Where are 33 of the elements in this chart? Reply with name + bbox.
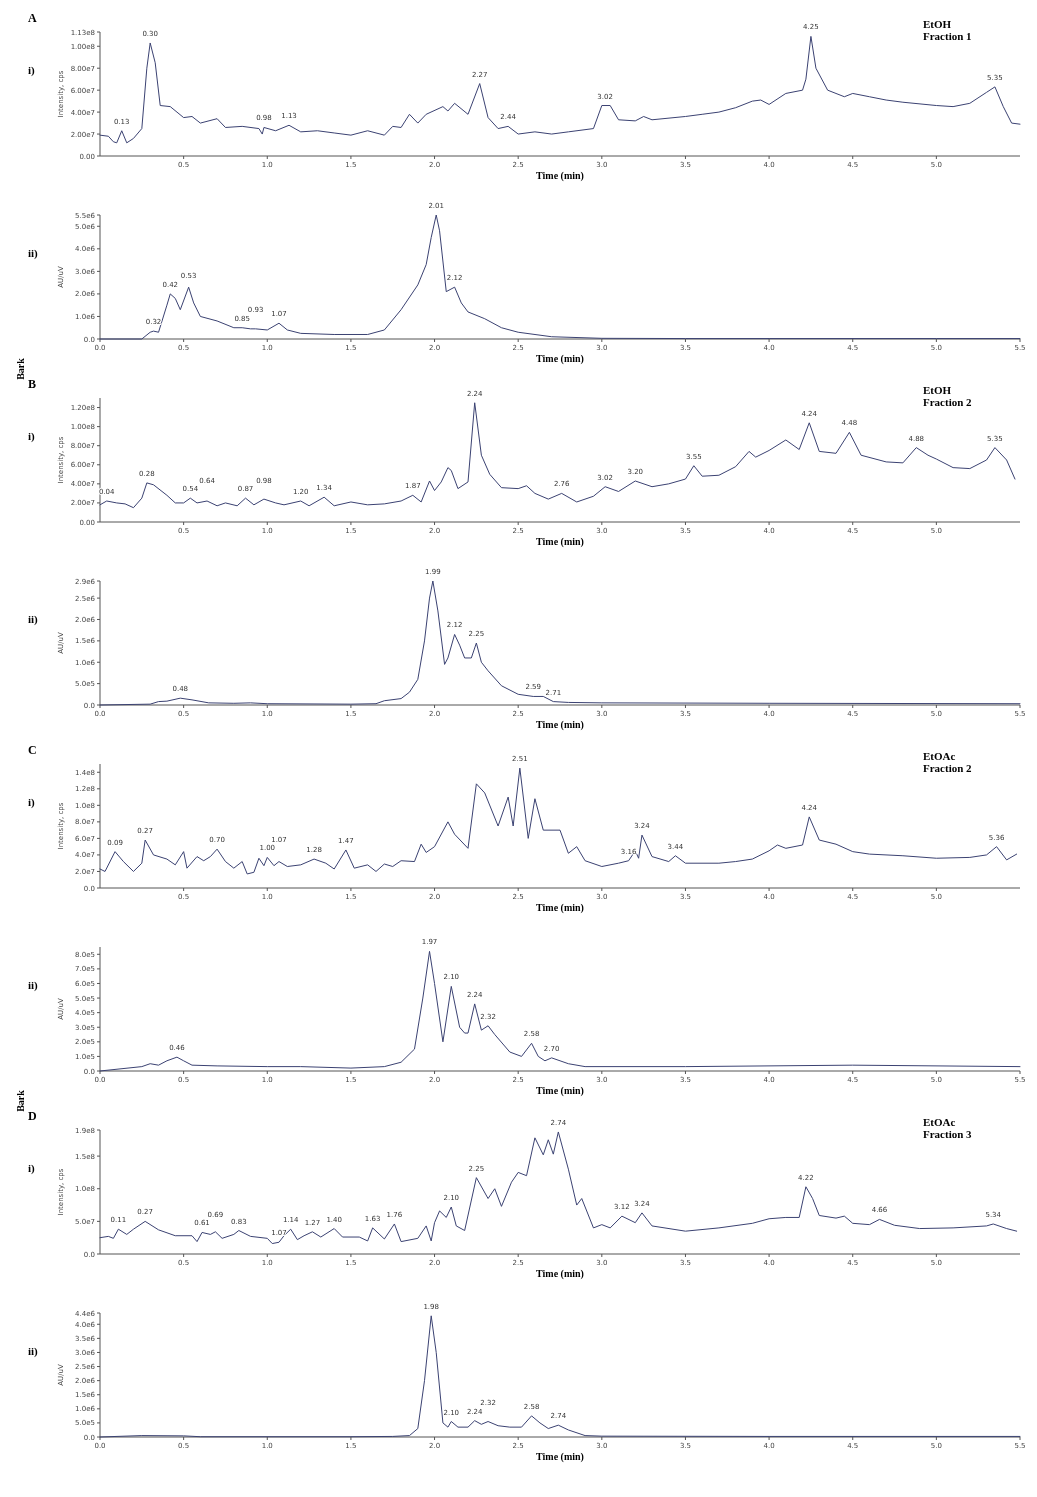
text: ii) — [28, 1345, 39, 1358]
line-series — [99, 1315, 1021, 1438]
text: ii) — [28, 613, 39, 626]
x-axis-title: Time (min) — [536, 1085, 584, 1097]
line-series — [99, 35, 1021, 144]
text: ii) — [28, 247, 39, 260]
text: Bark — [15, 357, 26, 380]
chart-subtitle: EtOH Fraction 1 — [923, 18, 972, 42]
text: i) — [28, 64, 36, 77]
line-series — [99, 214, 1021, 340]
chart-title: C — [28, 743, 37, 757]
x-axis-title: Time (min) — [536, 170, 584, 182]
text: Bark — [15, 1089, 26, 1112]
text: ii) — [28, 979, 39, 992]
text: i) — [28, 796, 36, 809]
x-axis-title: Time (min) — [536, 353, 584, 365]
chart-subtitle: EtOAc Fraction 3 — [923, 1116, 973, 1140]
line-series — [99, 950, 1021, 1072]
chart-subtitle: EtOH Fraction 2 — [923, 384, 973, 408]
x-axis-title: Time (min) — [536, 719, 584, 731]
line-series — [99, 767, 1018, 875]
text: i) — [28, 1162, 36, 1175]
chart-title: D — [28, 1109, 37, 1123]
line-series — [99, 580, 1021, 706]
line-series — [99, 1131, 1018, 1245]
chart-subtitle: EtOAc Fraction 2 — [923, 750, 973, 774]
text: i) — [28, 430, 36, 443]
x-axis-title: Time (min) — [536, 902, 584, 914]
chart-title: B — [28, 377, 37, 391]
x-axis-title: Time (min) — [536, 536, 584, 548]
x-axis-title: Time (min) — [536, 1451, 584, 1463]
chart-title: A — [28, 11, 37, 25]
x-axis-title: Time (min) — [536, 1268, 584, 1280]
